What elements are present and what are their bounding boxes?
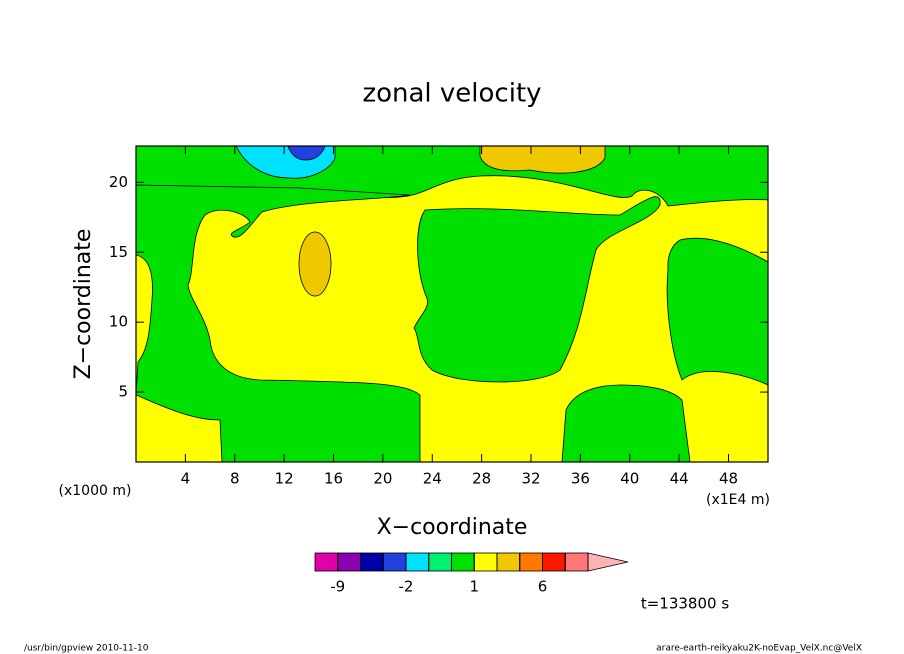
- colorbar-segment: [314, 552, 339, 572]
- x-tick-label: 12: [275, 470, 294, 488]
- colorbar-segment: [360, 552, 384, 572]
- colorbar-label: -2: [399, 578, 414, 596]
- colorbar-segment: [428, 552, 452, 572]
- x-tick-label: 28: [472, 470, 491, 488]
- x-unit: (x1E4 m): [706, 492, 770, 508]
- y-tick-label: 5: [118, 383, 128, 401]
- colorbar-extension: [587, 552, 629, 572]
- colorbar-segment: [519, 552, 543, 572]
- x-tick-label: 8: [230, 470, 240, 488]
- chart-title: zonal velocity: [362, 79, 541, 109]
- contour-field: [136, 146, 768, 462]
- x-tick-label: 16: [324, 470, 343, 488]
- footer-left: /usr/bin/gpview 2010-11-10: [24, 644, 149, 654]
- x-tick-label: 20: [373, 470, 392, 488]
- x-tick-label: 4: [181, 470, 191, 488]
- x-tick-label: 48: [719, 470, 738, 488]
- x-axis-label: X−coordinate: [377, 515, 528, 540]
- colorbar-segment: [542, 552, 566, 572]
- colorbar-label: 6: [538, 578, 548, 596]
- colorbar-segment: [496, 552, 521, 572]
- x-tick-label: 44: [670, 470, 689, 488]
- y-tick-label: 10: [109, 313, 128, 331]
- x-tick-label: 32: [521, 470, 540, 488]
- colorbar-segment: [337, 552, 361, 572]
- colorbar-segment: [564, 552, 589, 572]
- x-tick-label: 24: [423, 470, 442, 488]
- colorbar-segment: [473, 552, 498, 572]
- contour-region: [561, 384, 691, 462]
- contour-region: [413, 196, 661, 383]
- colorbar-segment: [382, 552, 407, 572]
- x-tick-label: 40: [620, 470, 639, 488]
- y-tick-label: 20: [109, 173, 128, 191]
- contour-region: [136, 184, 421, 462]
- colorbar-segment: [405, 552, 430, 572]
- contour-region: [666, 237, 768, 386]
- plot-frame: [135, 145, 769, 463]
- contour-region: [298, 231, 332, 297]
- y-unit: (x1000 m): [59, 483, 132, 499]
- contour-region: [479, 146, 606, 174]
- colorbar-label: 1: [469, 578, 479, 596]
- contour-region: [287, 146, 326, 161]
- x-tick-label: 36: [571, 470, 590, 488]
- y-axis-label: Z−coordinate: [71, 229, 96, 380]
- colorbar-label: -9: [330, 578, 345, 596]
- time-annotation: t=133800 s: [641, 595, 729, 613]
- footer-right: arare-earth-reikyaku2K-noEvap_VelX.nc@Ve…: [656, 644, 862, 654]
- colorbar-segment: [451, 552, 475, 572]
- y-tick-label: 15: [109, 243, 128, 261]
